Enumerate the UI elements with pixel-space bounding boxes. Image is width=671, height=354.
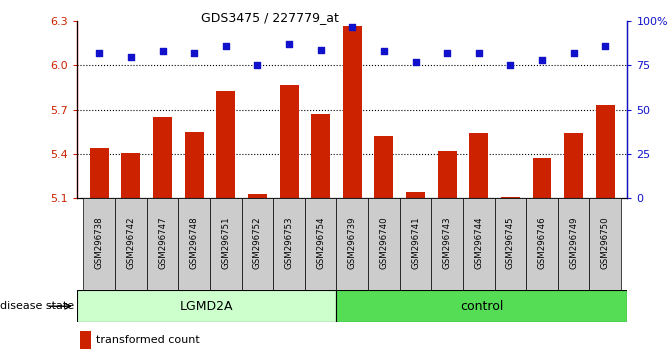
Text: LGMD2A: LGMD2A — [180, 300, 234, 313]
Text: control: control — [460, 300, 504, 313]
Text: GSM296741: GSM296741 — [411, 216, 420, 269]
Text: GSM296754: GSM296754 — [316, 216, 325, 269]
Bar — [558, 198, 589, 290]
Bar — [242, 198, 273, 290]
Text: GSM296753: GSM296753 — [285, 216, 293, 269]
Bar — [406, 192, 425, 198]
Bar — [216, 91, 236, 198]
Text: GSM296743: GSM296743 — [443, 216, 452, 269]
Text: transformed count: transformed count — [97, 335, 200, 345]
Bar — [336, 290, 627, 322]
Point — [347, 24, 358, 29]
Bar — [83, 198, 115, 290]
Point — [252, 63, 263, 68]
Bar — [374, 136, 393, 198]
Bar — [431, 198, 463, 290]
Text: GSM296752: GSM296752 — [253, 216, 262, 269]
Point — [94, 50, 105, 56]
Text: GSM296744: GSM296744 — [474, 216, 483, 269]
Bar — [336, 198, 368, 290]
Point — [568, 50, 579, 56]
Point — [315, 47, 326, 52]
Point — [157, 48, 168, 54]
Text: GSM296750: GSM296750 — [601, 216, 610, 269]
Text: GSM296748: GSM296748 — [190, 216, 199, 269]
Bar — [273, 198, 305, 290]
Bar — [495, 198, 526, 290]
Bar — [311, 114, 330, 198]
Point — [284, 41, 295, 47]
Point — [600, 43, 611, 49]
Bar — [437, 151, 457, 198]
Bar — [463, 198, 495, 290]
Bar — [80, 331, 91, 349]
Point — [220, 43, 231, 49]
Text: GSM296746: GSM296746 — [537, 216, 546, 269]
Bar — [121, 153, 140, 198]
Text: GSM296751: GSM296751 — [221, 216, 230, 269]
Text: GSM296749: GSM296749 — [569, 216, 578, 269]
Text: GSM296738: GSM296738 — [95, 216, 104, 269]
Text: GSM296740: GSM296740 — [379, 216, 389, 269]
Bar — [533, 158, 552, 198]
Text: disease state: disease state — [0, 301, 74, 311]
Bar — [248, 194, 267, 198]
Bar — [400, 198, 431, 290]
Bar — [305, 198, 336, 290]
Text: GSM296739: GSM296739 — [348, 216, 357, 269]
Point — [474, 50, 484, 56]
Bar — [147, 198, 178, 290]
Bar — [564, 133, 583, 198]
Bar — [596, 105, 615, 198]
Point — [442, 50, 452, 56]
Point — [125, 54, 136, 59]
Point — [410, 59, 421, 65]
Text: GSM296742: GSM296742 — [126, 216, 136, 269]
Point — [505, 63, 516, 68]
Point — [378, 48, 389, 54]
Bar — [526, 198, 558, 290]
Bar — [368, 198, 400, 290]
Bar — [90, 148, 109, 198]
Bar — [589, 198, 621, 290]
Text: GDS3475 / 227779_at: GDS3475 / 227779_at — [201, 11, 339, 24]
Text: GSM296747: GSM296747 — [158, 216, 167, 269]
Bar — [501, 197, 520, 198]
Bar — [185, 132, 204, 198]
Point — [189, 50, 199, 56]
Bar — [115, 198, 147, 290]
Bar — [178, 198, 210, 290]
Bar — [210, 198, 242, 290]
Bar — [469, 133, 488, 198]
Bar — [343, 25, 362, 198]
Bar — [280, 85, 299, 198]
Bar — [153, 117, 172, 198]
Bar — [77, 290, 336, 322]
Point — [537, 57, 548, 63]
Text: GSM296745: GSM296745 — [506, 216, 515, 269]
